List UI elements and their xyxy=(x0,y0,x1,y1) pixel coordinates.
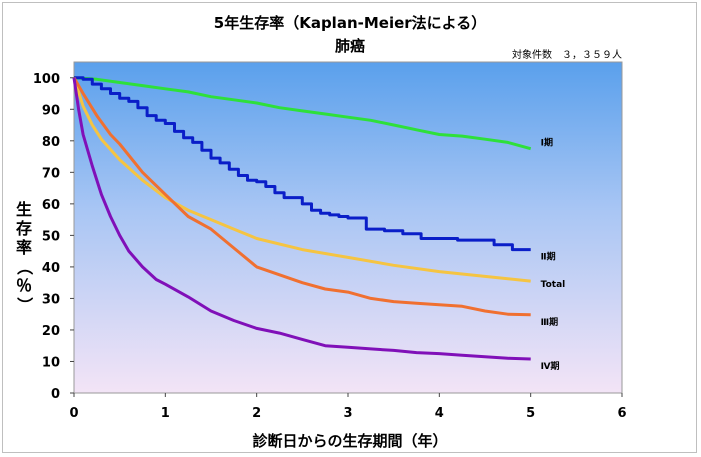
chart-frame xyxy=(2,2,697,453)
y-axis-title-char: （ xyxy=(15,259,34,275)
x-tick-label: 4 xyxy=(435,406,444,421)
series-line-Total xyxy=(72,77,531,283)
chart-subtitle: 肺癌 xyxy=(335,37,365,55)
y-tick-label: 100 xyxy=(33,72,60,87)
y-axis-title-char: 存 xyxy=(16,219,32,238)
plot-area xyxy=(73,61,623,394)
x-axis-title: 診断日からの生存期間（年） xyxy=(252,432,447,450)
series-label-layer: Ⅰ期 Ⅱ期 Total Ⅲ期 Ⅳ期 xyxy=(541,137,566,372)
series-line-Ⅰ期 xyxy=(73,76,532,151)
chart-title: 5年生存率（Kaplan-Meier法による） xyxy=(214,14,486,32)
x-tick-label: 2 xyxy=(252,406,261,421)
y-axis-title-char: ） xyxy=(15,297,34,313)
series-line-Ⅱ期 xyxy=(74,76,531,252)
x-tick-label: 3 xyxy=(343,406,352,421)
y-tick-label: 90 xyxy=(42,103,60,118)
y-axis-title: 生存率 （％ ） xyxy=(15,200,34,313)
y-axis-title-char: ％ xyxy=(16,276,32,295)
x-tick-label: 5 xyxy=(526,406,535,421)
y-axis-title-char: 生 xyxy=(16,200,32,219)
x-tick-label: 1 xyxy=(161,406,170,421)
series-line-Ⅲ期 xyxy=(72,77,531,317)
series-layer xyxy=(72,76,532,361)
series-end-label: Total xyxy=(541,280,566,290)
y-tick-label: 10 xyxy=(42,355,60,370)
case-count-annotation: 対象件数 ３，３５９人 xyxy=(512,48,622,61)
y-tick-label: 40 xyxy=(42,261,60,276)
y-tick-label: 60 xyxy=(42,198,60,213)
y-axis-title-char: 率 xyxy=(16,238,32,257)
series-line-Ⅳ期 xyxy=(72,77,531,361)
series-end-label: Ⅱ期 xyxy=(541,251,556,263)
y-axis-ticks: 0 10 20 30 40 50 60 70 80 90 100 xyxy=(33,72,74,402)
x-tick-label: 0 xyxy=(69,406,78,421)
y-tick-label: 50 xyxy=(42,229,60,244)
series-end-label: Ⅳ期 xyxy=(541,360,560,372)
x-axis-ticks: 0 1 2 3 4 5 6 xyxy=(69,393,627,421)
y-tick-label: 70 xyxy=(42,166,60,181)
x-tick-label: 6 xyxy=(617,406,626,421)
y-tick-label: 30 xyxy=(42,292,60,307)
y-tick-label: 80 xyxy=(42,135,60,150)
y-tick-label: 0 xyxy=(51,387,60,402)
series-end-label: Ⅰ期 xyxy=(541,137,553,149)
series-end-label: Ⅲ期 xyxy=(541,316,559,328)
y-tick-label: 20 xyxy=(42,324,60,339)
